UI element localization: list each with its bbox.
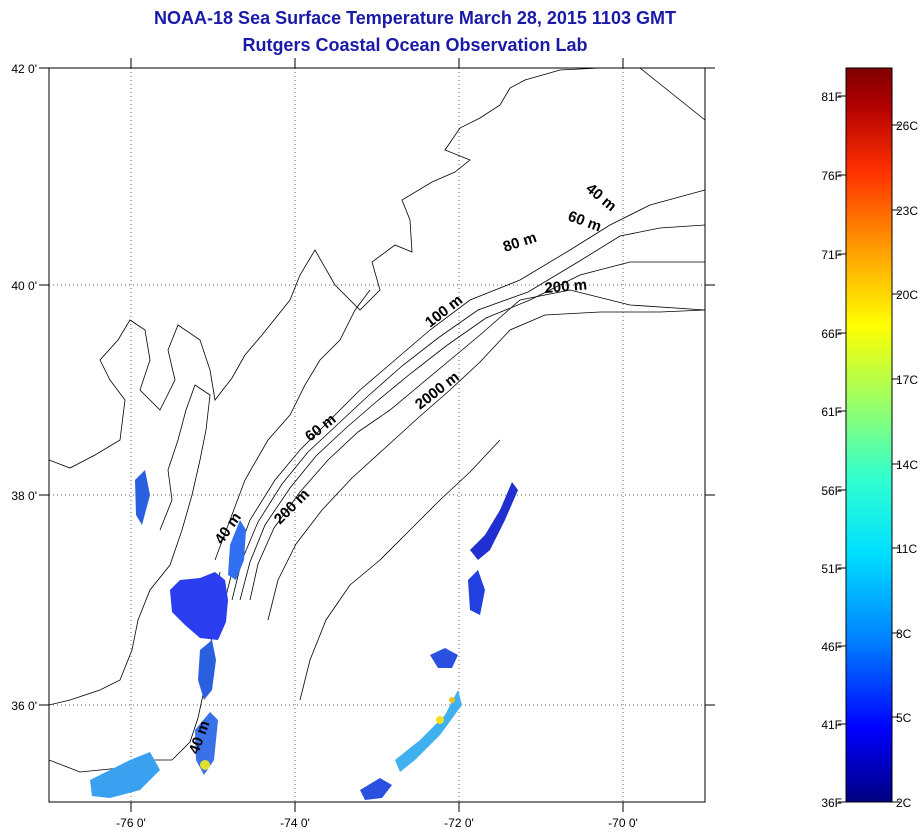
contour-label-100m: 100 m (422, 292, 466, 332)
contour-labels: 40 m 60 m 80 m 200 m 100 m 2000 m 60 m 2… (186, 180, 620, 756)
colorbar-label-f: 51F (821, 562, 842, 576)
tick-marks (39, 58, 715, 812)
sst-patches (90, 470, 518, 800)
sst-patch-south (360, 778, 392, 800)
colorbar-f-labels: 81F 76F 71F 66F 61F 56F 51F 46F 41F 36F (821, 90, 842, 810)
colorbar-label-f: 66F (821, 327, 842, 341)
colorbar-label-c: 2C (896, 796, 912, 810)
sst-warm-spot (200, 760, 210, 770)
gridlines (49, 68, 705, 802)
contour-label-60m-ne: 60 m (566, 208, 604, 236)
map-frame (48, 67, 706, 803)
lon-tick-label: -76 0' (116, 816, 146, 830)
coastline (49, 68, 705, 469)
sst-patch-small (430, 648, 458, 668)
sst-patch-gulfstream (395, 690, 462, 772)
colorbar-label-f: 56F (821, 484, 842, 498)
contour-40m (224, 189, 705, 601)
sst-patch-coast-va (198, 640, 216, 700)
sst-patch-offshore-mid (468, 570, 485, 615)
delmarva-coast (214, 289, 371, 561)
colorbar (845, 67, 893, 803)
map-title: NOAA-18 Sea Surface Temperature March 28… (154, 8, 676, 28)
sst-patch-delmarva (228, 520, 246, 580)
lat-tick-labels: 42 0' 40 0' 38 0' 36 0' (11, 62, 37, 713)
colorbar-c-labels: 26C 23C 20C 17C 14C 11C 8C 5C 2C (896, 119, 918, 810)
lat-tick-label: 42 0' (11, 62, 37, 76)
colorbar-label-c: 17C (896, 373, 918, 387)
colorbar-label-f: 71F (821, 248, 842, 262)
lon-tick-labels: -76 0' -74 0' -72 0' -70 0' (116, 816, 638, 830)
contour-60m (231, 224, 705, 601)
colorbar-label-f: 46F (821, 640, 842, 654)
colorbar-label-c: 8C (896, 627, 912, 641)
contour-label-2000m: 2000 m (412, 368, 463, 413)
lat-tick-label: 40 0' (11, 279, 37, 293)
contour-2000m (267, 309, 705, 621)
colorbar-label-c: 14C (896, 458, 918, 472)
sst-patch-pamlico (90, 752, 160, 798)
lon-tick-label: -74 0' (280, 816, 310, 830)
colorbar-label-f: 36F (821, 796, 842, 810)
contour-200m (249, 289, 705, 601)
colorbar-label-c: 5C (896, 711, 912, 725)
contour-label-40m-ne: 40 m (582, 180, 619, 215)
contour-label-80m: 80 m (501, 229, 539, 256)
colorbar-label-f: 61F (821, 405, 842, 419)
colorbar-label-c: 26C (896, 119, 918, 133)
sst-patch-chesapeake-mouth (170, 572, 228, 640)
colorbar-label-f: 41F (821, 718, 842, 732)
lat-tick-label: 38 0' (11, 489, 37, 503)
contour-80m (239, 261, 705, 601)
sst-warm-spot-3 (449, 697, 455, 703)
lon-tick-label: -70 0' (608, 816, 638, 830)
colorbar-label-c: 20C (896, 288, 918, 302)
chesapeake-bay (49, 384, 211, 706)
lon-tick-label: -72 0' (444, 816, 474, 830)
colorbar-label-f: 81F (821, 90, 842, 104)
sst-warm-spot-2 (436, 716, 444, 724)
colorbar-label-c: 11C (896, 542, 917, 556)
sst-patch-offshore-north (470, 482, 518, 560)
lat-tick-label: 36 0' (11, 699, 37, 713)
contour-label-200m-ne: 200 m (544, 276, 588, 297)
colorbar-label-f: 76F (821, 169, 842, 183)
sst-patch-outer-banks (195, 712, 218, 775)
colorbar-label-c: 23C (896, 204, 918, 218)
colorbar-ticks (838, 95, 900, 803)
contour-offshore (299, 439, 501, 701)
map-subtitle: Rutgers Coastal Ocean Observation Lab (242, 35, 588, 55)
sst-patch-bay-north (135, 470, 150, 525)
